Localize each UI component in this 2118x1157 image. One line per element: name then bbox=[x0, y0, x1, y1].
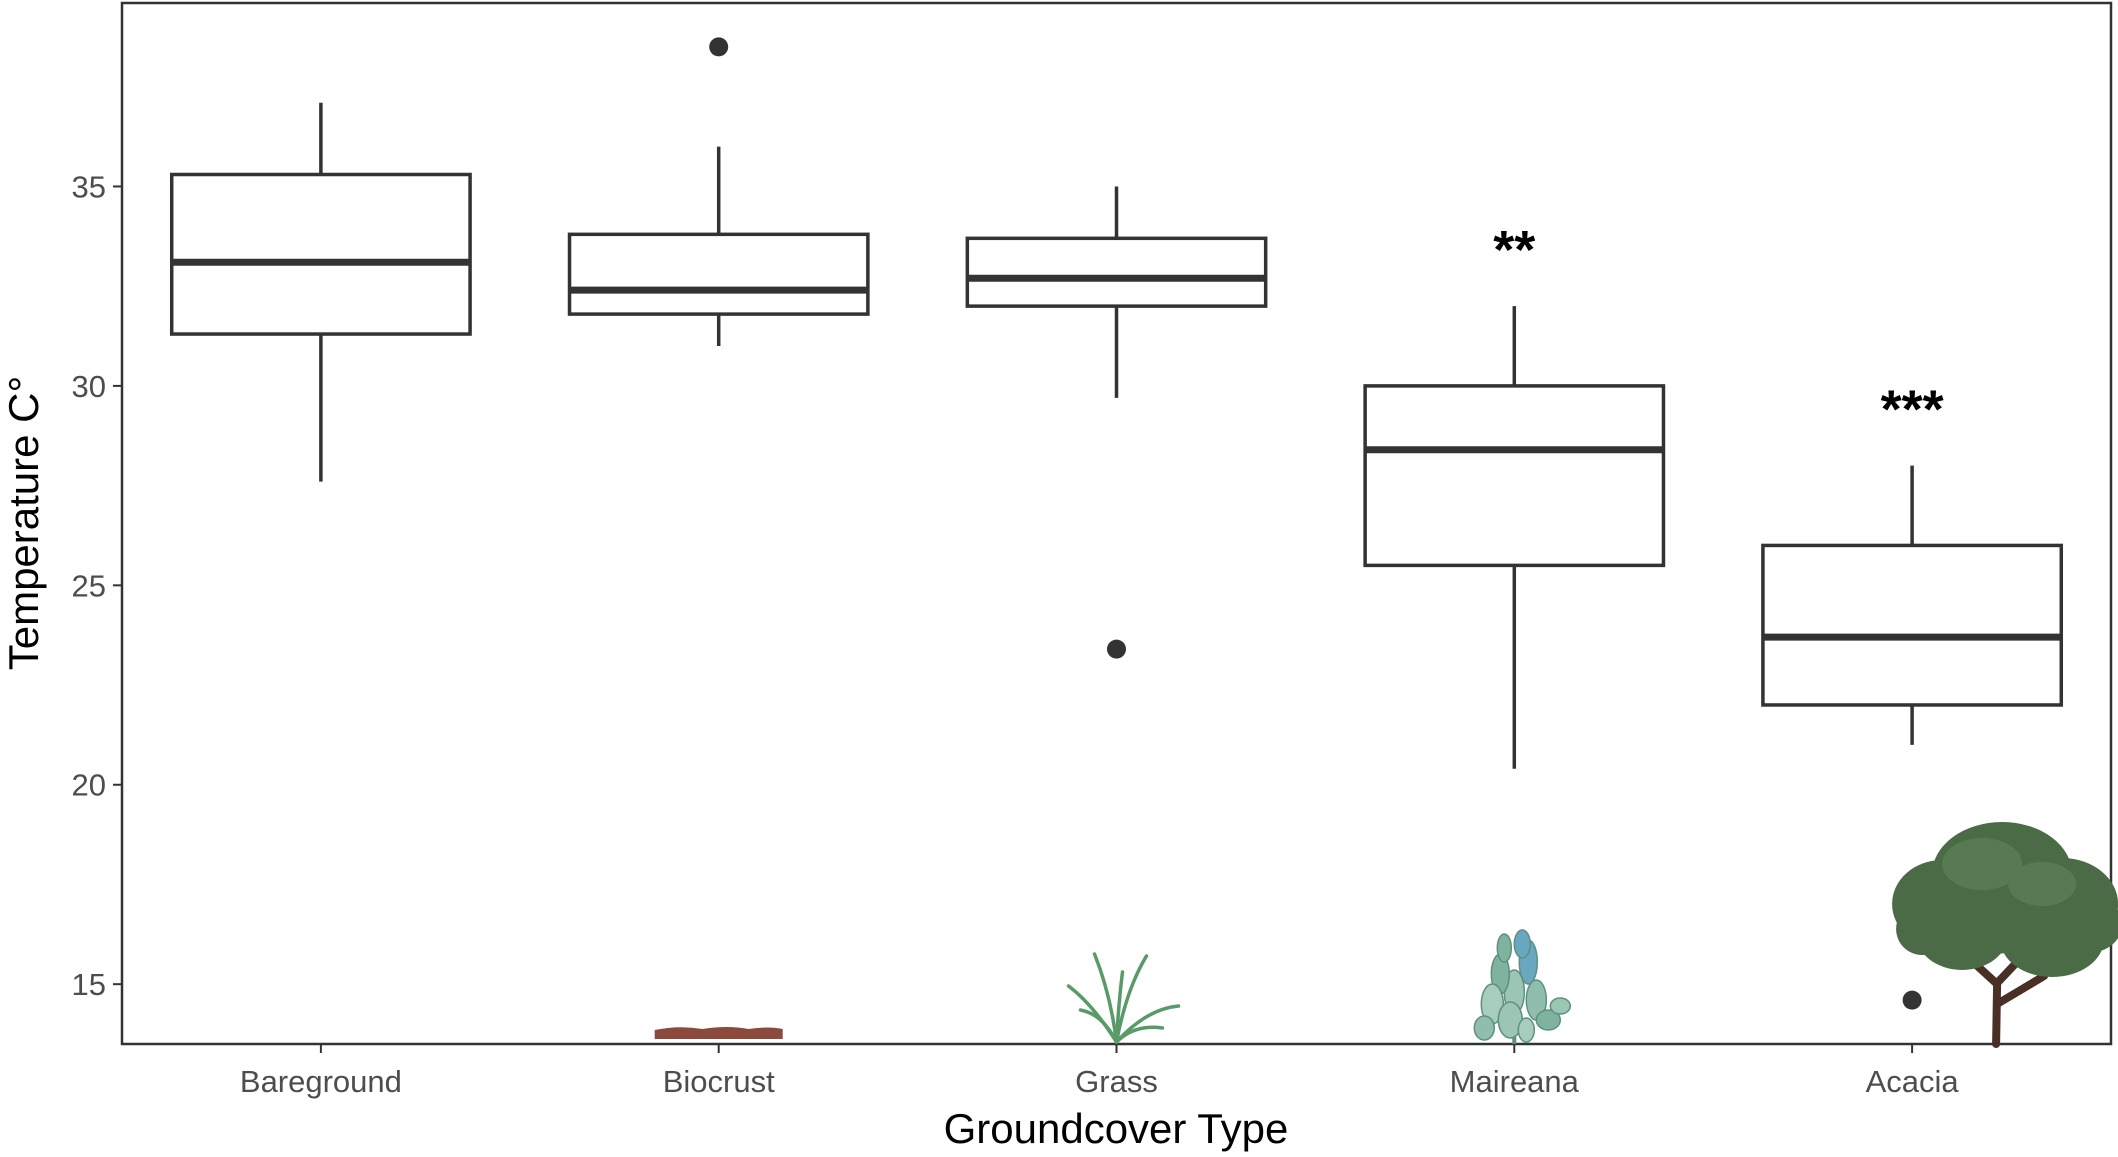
y-axis-title: Temperature C° bbox=[0, 376, 47, 671]
significance-marker: *** bbox=[1881, 380, 1944, 440]
box-bareground bbox=[169, 102, 472, 482]
x-tick-label: Acacia bbox=[1866, 1064, 1960, 1099]
biocrust-icon bbox=[654, 1027, 783, 1039]
x-axis-title: Groundcover Type bbox=[944, 1105, 1289, 1152]
box-biocrust bbox=[567, 37, 870, 347]
y-tick-label: 30 bbox=[72, 369, 106, 404]
plot-panel-border bbox=[120, 1, 2113, 1046]
box-acacia: *** bbox=[1761, 380, 2064, 1010]
box-grass bbox=[965, 186, 1268, 659]
tree-icon bbox=[1892, 822, 2118, 1048]
outlier-point bbox=[1107, 639, 1126, 659]
y-tick-label: 25 bbox=[72, 568, 106, 603]
illustrations-layer bbox=[654, 822, 2118, 1048]
y-tick-label: 20 bbox=[72, 768, 106, 803]
iqr-box bbox=[1761, 543, 2064, 707]
outlier-point bbox=[709, 37, 729, 57]
iqr-box bbox=[567, 232, 870, 316]
y-tick-label: 35 bbox=[72, 169, 106, 204]
y-axis-ticks: 15 20 25 30 35 bbox=[72, 169, 122, 1002]
y-tick-label: 15 bbox=[72, 967, 106, 1002]
x-tick-label: Bareground bbox=[240, 1064, 402, 1099]
outlier-point bbox=[1902, 990, 1922, 1010]
grass-icon bbox=[1066, 952, 1181, 1044]
iqr-box bbox=[965, 236, 1268, 308]
x-tick-label: Grass bbox=[1075, 1064, 1158, 1099]
boxes-layer: ***** bbox=[169, 37, 2064, 1010]
significance-marker: ** bbox=[1493, 220, 1535, 280]
saltbush-icon bbox=[1473, 929, 1572, 1044]
iqr-box bbox=[169, 172, 472, 336]
iqr-box bbox=[1363, 384, 1666, 568]
box-maireana: ** bbox=[1363, 220, 1666, 769]
x-tick-label: Maireana bbox=[1450, 1064, 1580, 1099]
x-tick-label: Biocrust bbox=[663, 1064, 775, 1099]
x-axis-ticks: Bareground Biocrust Grass Maireana Acacia bbox=[240, 1044, 1959, 1099]
